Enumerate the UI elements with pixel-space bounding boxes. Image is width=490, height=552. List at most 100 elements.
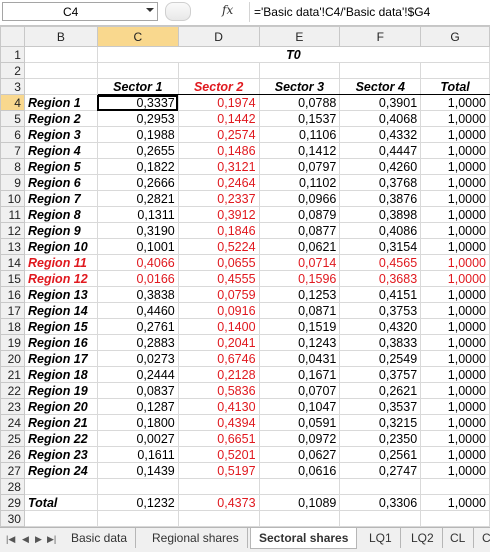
data-cell[interactable]: 0,1611 xyxy=(96,446,179,463)
data-cell[interactable]: 0,3757 xyxy=(339,366,422,383)
region-label[interactable]: Region 6 xyxy=(23,174,98,191)
data-cell[interactable]: 1,0000 xyxy=(420,126,490,143)
data-cell[interactable]: 0,0916 xyxy=(177,302,260,319)
region-label[interactable]: Region 16 xyxy=(23,334,98,351)
data-cell[interactable]: 0,2464 xyxy=(177,174,260,191)
data-cell[interactable]: 0,6746 xyxy=(177,350,260,367)
row-header[interactable]: 29 xyxy=(0,494,25,511)
row-header[interactable]: 10 xyxy=(0,190,25,207)
data-cell[interactable]: 0,0759 xyxy=(177,286,260,303)
total-cell[interactable]: 0,3306 xyxy=(339,494,422,511)
row-header[interactable]: 2 xyxy=(0,62,25,79)
data-cell[interactable]: 0,1243 xyxy=(258,334,341,351)
data-cell[interactable]: 0,4394 xyxy=(177,414,260,431)
row-header[interactable]: 8 xyxy=(0,158,25,175)
data-cell[interactable]: 0,0877 xyxy=(258,222,341,239)
data-cell[interactable]: 1,0000 xyxy=(420,350,490,367)
cell[interactable] xyxy=(177,478,260,495)
data-cell[interactable]: 0,0621 xyxy=(258,238,341,255)
data-cell[interactable]: 0,1047 xyxy=(258,398,341,415)
data-cell[interactable]: 0,3190 xyxy=(96,222,179,239)
data-cell[interactable]: 0,4460 xyxy=(96,302,179,319)
data-cell[interactable]: 0,4066 xyxy=(96,254,179,271)
data-cell[interactable]: 0,0797 xyxy=(258,158,341,175)
data-cell[interactable]: 0,1988 xyxy=(96,126,179,143)
data-cell[interactable]: 1,0000 xyxy=(420,430,490,447)
region-label[interactable]: Region 17 xyxy=(23,350,98,367)
row-header[interactable]: 3 xyxy=(0,78,25,95)
data-cell[interactable]: 0,2041 xyxy=(177,334,260,351)
cell[interactable] xyxy=(23,78,98,95)
name-box[interactable]: C4 xyxy=(2,2,158,21)
cell[interactable] xyxy=(23,62,98,79)
tab-basic-data[interactable]: Basic data xyxy=(63,528,137,548)
data-cell[interactable]: 0,3768 xyxy=(339,174,422,191)
data-cell[interactable]: 0,2883 xyxy=(96,334,179,351)
data-cell[interactable]: 0,4565 xyxy=(339,254,422,271)
data-cell[interactable]: 0,5836 xyxy=(177,382,260,399)
data-cell[interactable]: 0,3537 xyxy=(339,398,422,415)
data-cell[interactable]: 0,4086 xyxy=(339,222,422,239)
data-cell[interactable]: 0,0707 xyxy=(258,382,341,399)
region-label[interactable]: Region 5 xyxy=(23,158,98,175)
cell[interactable] xyxy=(258,478,341,495)
cell[interactable] xyxy=(23,478,98,495)
data-cell[interactable]: 0,2337 xyxy=(177,190,260,207)
data-cell[interactable]: 0,0837 xyxy=(96,382,179,399)
data-cell[interactable]: 0,1442 xyxy=(177,110,260,127)
row-header[interactable]: 11 xyxy=(0,206,25,223)
data-cell[interactable]: 0,1287 xyxy=(96,398,179,415)
column-header[interactable]: D xyxy=(177,26,260,47)
data-cell[interactable]: 1,0000 xyxy=(420,206,490,223)
region-label[interactable]: Region 24 xyxy=(23,462,98,479)
column-title[interactable]: Total xyxy=(420,78,490,95)
region-label[interactable]: Region 8 xyxy=(23,206,98,223)
data-cell[interactable]: 0,3833 xyxy=(339,334,422,351)
select-all-corner[interactable] xyxy=(0,26,25,47)
row-header[interactable]: 23 xyxy=(0,398,25,415)
first-sheet-icon[interactable]: |◀ xyxy=(6,534,16,544)
data-cell[interactable]: 0,2953 xyxy=(96,110,179,127)
column-header[interactable]: F xyxy=(339,26,422,47)
data-cell[interactable]: 0,0166 xyxy=(96,270,179,287)
data-cell[interactable]: 0,3683 xyxy=(339,270,422,287)
row-header[interactable]: 14 xyxy=(0,254,25,271)
data-cell[interactable]: 0,3753 xyxy=(339,302,422,319)
data-cell[interactable]: 0,1439 xyxy=(96,462,179,479)
data-cell[interactable]: 1,0000 xyxy=(420,174,490,191)
data-cell[interactable]: 0,6651 xyxy=(177,430,260,447)
row-header[interactable]: 13 xyxy=(0,238,25,255)
data-cell[interactable]: 0,3898 xyxy=(339,206,422,223)
data-cell[interactable]: 0,0972 xyxy=(258,430,341,447)
cell[interactable] xyxy=(420,510,490,527)
data-cell[interactable]: 0,1537 xyxy=(258,110,341,127)
column-title[interactable]: Sector 4 xyxy=(339,78,422,95)
row-header[interactable]: 18 xyxy=(0,318,25,335)
data-cell[interactable]: 0,3215 xyxy=(339,414,422,431)
data-cell[interactable]: 0,4332 xyxy=(339,126,422,143)
row-header[interactable]: 6 xyxy=(0,126,25,143)
tab-regional-shares[interactable]: Regional shares xyxy=(144,528,248,548)
cell[interactable] xyxy=(339,510,422,527)
data-cell[interactable]: 1,0000 xyxy=(420,222,490,239)
region-label[interactable]: Region 19 xyxy=(23,382,98,399)
column-title[interactable]: Sector 3 xyxy=(258,78,341,95)
data-cell[interactable]: 1,0000 xyxy=(420,414,490,431)
data-cell[interactable]: 0,1974 xyxy=(177,94,260,111)
data-cell[interactable]: 0,2621 xyxy=(339,382,422,399)
data-cell[interactable]: 0,0871 xyxy=(258,302,341,319)
period-label[interactable]: T0 xyxy=(96,46,490,63)
chevron-down-icon[interactable] xyxy=(146,8,154,12)
data-cell[interactable]: 0,1001 xyxy=(96,238,179,255)
data-cell[interactable]: 0,0591 xyxy=(258,414,341,431)
region-label[interactable]: Region 20 xyxy=(23,398,98,415)
row-header[interactable]: 30 xyxy=(0,510,25,527)
row-header[interactable]: 19 xyxy=(0,334,25,351)
data-cell[interactable]: 0,3154 xyxy=(339,238,422,255)
data-cell[interactable]: 0,1486 xyxy=(177,142,260,159)
data-cell[interactable]: 0,0627 xyxy=(258,446,341,463)
region-label[interactable]: Region 23 xyxy=(23,446,98,463)
cell[interactable] xyxy=(258,510,341,527)
data-cell[interactable]: 0,1102 xyxy=(258,174,341,191)
data-cell[interactable]: 0,1822 xyxy=(96,158,179,175)
